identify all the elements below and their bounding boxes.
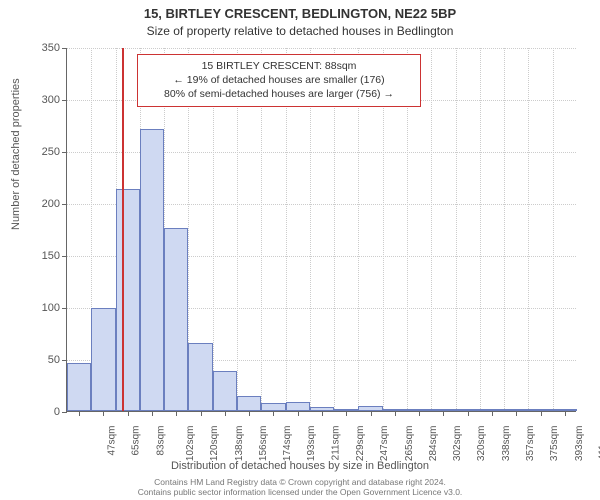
- x-tick-label: 229sqm: [355, 426, 366, 462]
- y-tick-mark: [62, 256, 67, 257]
- y-tick-label: 250: [20, 146, 60, 158]
- y-tick-mark: [62, 412, 67, 413]
- histogram-bar: [480, 409, 504, 411]
- x-tick-mark: [201, 411, 202, 416]
- x-tick-label: 338sqm: [501, 426, 512, 462]
- histogram-bar: [383, 409, 407, 411]
- x-tick-mark: [176, 411, 177, 416]
- histogram-bar: [67, 363, 91, 411]
- y-tick-label: 350: [20, 42, 60, 54]
- y-tick-label: 300: [20, 94, 60, 106]
- y-tick-mark: [62, 152, 67, 153]
- x-tick-mark: [516, 411, 517, 416]
- x-tick-mark: [249, 411, 250, 416]
- y-tick-mark: [62, 48, 67, 49]
- histogram-bar: [237, 396, 261, 411]
- histogram-bar: [334, 409, 358, 411]
- x-tick-label: 83sqm: [155, 426, 166, 456]
- y-tick-label: 200: [20, 198, 60, 210]
- x-tick-label: 265sqm: [404, 426, 415, 462]
- y-tick-mark: [62, 100, 67, 101]
- x-tick-mark: [128, 411, 129, 416]
- footer-attribution: Contains HM Land Registry data © Crown c…: [0, 478, 600, 498]
- x-tick-label: 302sqm: [452, 426, 463, 462]
- chart-title: 15, BIRTLEY CRESCENT, BEDLINGTON, NE22 5…: [0, 6, 600, 21]
- reference-line: [122, 48, 124, 411]
- x-tick-label: 156sqm: [258, 426, 269, 462]
- y-tick-label: 150: [20, 250, 60, 262]
- x-tick-label: 120sqm: [209, 426, 220, 462]
- x-tick-mark: [273, 411, 274, 416]
- gridline-horizontal: [67, 48, 576, 49]
- footer-line-1: Contains HM Land Registry data © Crown c…: [154, 477, 446, 487]
- histogram-bar: [261, 403, 285, 411]
- histogram-bar: [286, 402, 310, 411]
- x-tick-mark: [468, 411, 469, 416]
- histogram-bar: [140, 129, 164, 411]
- y-tick-label: 50: [20, 354, 60, 366]
- x-tick-mark: [298, 411, 299, 416]
- y-tick-mark: [62, 360, 67, 361]
- x-tick-mark: [492, 411, 493, 416]
- gridline-vertical: [504, 48, 505, 411]
- gridline-vertical: [480, 48, 481, 411]
- footer-line-2: Contains public sector information licen…: [138, 487, 463, 497]
- y-tick-label: 0: [20, 406, 60, 418]
- x-tick-mark: [371, 411, 372, 416]
- x-tick-label: 174sqm: [282, 426, 293, 462]
- histogram-bar: [553, 409, 577, 411]
- x-tick-mark: [225, 411, 226, 416]
- histogram-bar: [456, 409, 480, 411]
- x-tick-label: 357sqm: [525, 426, 536, 462]
- annotation-line: 15 BIRTLEY CRESCENT: 88sqm: [146, 59, 412, 73]
- x-tick-mark: [322, 411, 323, 416]
- chart-subtitle: Size of property relative to detached ho…: [0, 24, 600, 38]
- x-tick-mark: [79, 411, 80, 416]
- histogram-bar: [358, 406, 382, 411]
- histogram-bar: [528, 409, 552, 411]
- x-tick-label: 211sqm: [330, 426, 341, 461]
- gridline-vertical: [456, 48, 457, 411]
- annotation-line: ← 19% of detached houses are smaller (17…: [146, 73, 412, 87]
- x-tick-mark: [346, 411, 347, 416]
- x-tick-label: 193sqm: [307, 426, 318, 462]
- histogram-bar: [213, 371, 237, 411]
- histogram-bar: [431, 409, 455, 411]
- gridline-vertical: [528, 48, 529, 411]
- x-tick-label: 138sqm: [234, 426, 245, 462]
- x-tick-mark: [419, 411, 420, 416]
- x-axis-label: Distribution of detached houses by size …: [0, 460, 600, 472]
- gridline-vertical: [431, 48, 432, 411]
- y-tick-mark: [62, 308, 67, 309]
- x-tick-label: 320sqm: [477, 426, 488, 462]
- x-tick-mark: [565, 411, 566, 416]
- histogram-bar: [91, 308, 115, 411]
- histogram-bar: [164, 228, 188, 411]
- x-tick-label: 284sqm: [428, 426, 439, 462]
- x-tick-label: 247sqm: [379, 426, 390, 462]
- y-tick-mark: [62, 204, 67, 205]
- x-tick-mark: [152, 411, 153, 416]
- x-tick-mark: [541, 411, 542, 416]
- gridline-vertical: [553, 48, 554, 411]
- x-tick-label: 393sqm: [574, 426, 585, 462]
- x-tick-mark: [395, 411, 396, 416]
- annotation-box: 15 BIRTLEY CRESCENT: 88sqm← 19% of detac…: [137, 54, 421, 107]
- plot-area: 15 BIRTLEY CRESCENT: 88sqm← 19% of detac…: [66, 48, 576, 412]
- x-tick-mark: [443, 411, 444, 416]
- x-tick-label: 102sqm: [185, 426, 196, 462]
- x-tick-label: 375sqm: [549, 426, 560, 462]
- y-tick-label: 100: [20, 302, 60, 314]
- histogram-bar: [407, 409, 431, 411]
- histogram-bar: [188, 343, 212, 411]
- histogram-bar: [116, 189, 140, 411]
- x-tick-label: 47sqm: [107, 426, 118, 456]
- chart-container: { "title_main": "15, BIRTLEY CRESCENT, B…: [0, 0, 600, 500]
- histogram-bar: [310, 407, 334, 411]
- x-tick-mark: [103, 411, 104, 416]
- histogram-bar: [504, 409, 528, 411]
- annotation-line: 80% of semi-detached houses are larger (…: [146, 87, 412, 101]
- x-tick-label: 65sqm: [131, 426, 142, 456]
